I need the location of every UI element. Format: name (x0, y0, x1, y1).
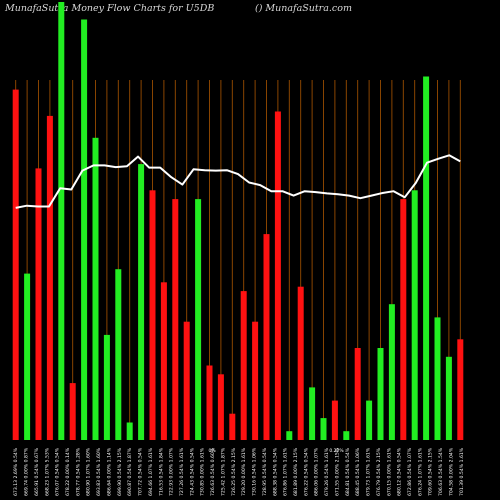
x-tick-label: 671.55 0.00% 2.15% (335, 447, 341, 496)
bar-down (400, 199, 407, 440)
x-axis-labels: 673.13 2.69% 0.54% 669.74 0.00% 0.87% 665.… (13, 447, 465, 496)
x-tick-label: 729.20 0.00% 1.61% (241, 447, 247, 496)
x-tick-label: 693.83 0.54% 1.60% (96, 447, 102, 496)
bar-down (274, 111, 281, 440)
x-tick-label: 709.60 0.54% 2.15% (428, 447, 434, 496)
bar-down (217, 374, 224, 440)
bar-up (343, 431, 350, 440)
bar-up (195, 199, 202, 440)
line-series (15, 154, 461, 209)
x-tick-label: 707.72 0.54% 0.54% (138, 447, 144, 496)
x-tick-label: 673.13 2.69% 0.54% (13, 447, 19, 496)
bar-down (149, 190, 156, 440)
x-tick-label: 676.79 0.54% 2.15% (376, 447, 382, 496)
x-tick-label: 728.95 0.54% 0.54% (262, 447, 268, 496)
x-tick-label: 680.90 1.07% 1.60% (86, 447, 92, 496)
bar-down (297, 286, 304, 440)
x-note-label: 0% (209, 448, 217, 454)
x-tick-label: 726.63 0.54% 0.60% (210, 447, 216, 496)
x-tick-label: 679.73 1.07% 1.61% (366, 447, 372, 496)
x-tick-label: 716.53 0.54% 1.84% (158, 447, 164, 496)
x-tick-label: 730.16 0.54% 1.06% (252, 447, 258, 496)
money-flow-line (15, 154, 461, 209)
x-tick-label: 725.42 1.07% 1.87% (221, 447, 227, 496)
x-note-label: 0.22% (329, 448, 344, 454)
bar-up (92, 137, 99, 441)
bar-down (331, 400, 338, 440)
bar-up (126, 422, 133, 440)
x-tick-label: 706.63 0.54% 1.54% (438, 447, 444, 496)
x-tick-label: 680.12 0.54% 0.54% (397, 447, 403, 496)
chart-header-right: () MunafaSutra.com (255, 3, 352, 14)
bar-up (411, 190, 418, 440)
bar-up (423, 76, 430, 440)
x-tick-label: 726.25 0.54% 2.15% (231, 447, 237, 496)
x-tick-label: 676.22 0.54% 0.54% (303, 447, 309, 496)
bar-down (69, 383, 76, 440)
bar-down (240, 291, 247, 440)
x-tick-label: 678.77 0.54% 1.28% (75, 447, 81, 496)
x-tick-label: 722.93 0.00% 1.07% (169, 447, 175, 496)
x-tick-label: 701.39 0.54% 1.61% (459, 447, 465, 496)
x-tick-label: 669.74 0.00% 0.87% (24, 447, 30, 496)
x-tick-label: 665.91 0.54% 0.67% (34, 447, 40, 496)
bar-down (183, 321, 190, 440)
bar-up (115, 269, 122, 440)
x-tick-label: 694.66 1.07% 1.61% (148, 447, 154, 496)
x-tick-label: 668.23 1.07% 5.53% (44, 447, 50, 496)
x-tick-label: 704.58 0.00% 2.04% (449, 447, 455, 496)
bar-up (434, 317, 441, 440)
x-tick-label: 686.64 0.00% 1.14% (107, 447, 113, 496)
bar-up (320, 418, 327, 440)
bar-down (252, 321, 259, 440)
x-tick-label: 686.06 0.00% 1.07% (314, 447, 320, 496)
bar-down (46, 115, 53, 441)
bar-down (457, 339, 464, 440)
x-tick-label: 730.85 0.00% 1.61% (200, 447, 206, 496)
x-tick-label: 688.38 0.54% 0.54% (272, 447, 278, 496)
bar-down (12, 89, 19, 440)
x-tick-label: 690.87 0.54% 1.87% (127, 447, 133, 496)
bar-down (229, 413, 236, 440)
bar-down (206, 365, 213, 440)
bar-up (445, 356, 452, 440)
bar-down (35, 168, 42, 440)
bar-up (366, 400, 373, 440)
x-tick-label: 670.15 0.00% 1.61% (386, 447, 392, 496)
bar-up (377, 348, 384, 440)
x-tick-label: 672.86 0.54% 1.07% (407, 447, 413, 496)
bar-down (160, 282, 167, 440)
bar-up (138, 164, 145, 440)
bar-down (263, 234, 270, 440)
chart-header-left: MunafaSutra Money Flow Charts for U5DB (5, 3, 215, 14)
x-tick-label: 681.89 0.00% 2.15% (293, 447, 299, 496)
x-tick-label: 699.90 0.54% 2.15% (117, 447, 123, 496)
bar-down (354, 348, 361, 440)
x-tick-label: 684.81 0.54% 0.54% (345, 447, 351, 496)
bar-up (58, 2, 65, 440)
bar-up (103, 334, 110, 440)
x-tick-label: 676.24 1.07% 1.61% (417, 447, 423, 496)
x-tick-label: 688.45 0.54% 1.06% (355, 447, 361, 496)
x-tick-label: 676.07 0.54% 0.54% (55, 447, 61, 496)
x-tick-label: 676.86 1.07% 1.61% (283, 447, 289, 496)
bar-up (388, 304, 395, 440)
x-tick-label: 678.22 0.00% 0.14% (65, 447, 71, 496)
bar-series (12, 2, 464, 441)
x-tick-label: 724.43 0.54% 0.54% (189, 447, 195, 496)
bar-up (24, 273, 31, 440)
bar-up (286, 431, 293, 440)
bar-down (172, 199, 179, 440)
bar-up (309, 387, 316, 440)
x-axis-notes: 0% 0.22% (209, 448, 345, 454)
x-tick-label: 679.26 0.54% 1.61% (324, 447, 330, 496)
bar-up (81, 19, 88, 440)
x-tick-label: 727.26 0.54% 1.61% (179, 447, 185, 496)
